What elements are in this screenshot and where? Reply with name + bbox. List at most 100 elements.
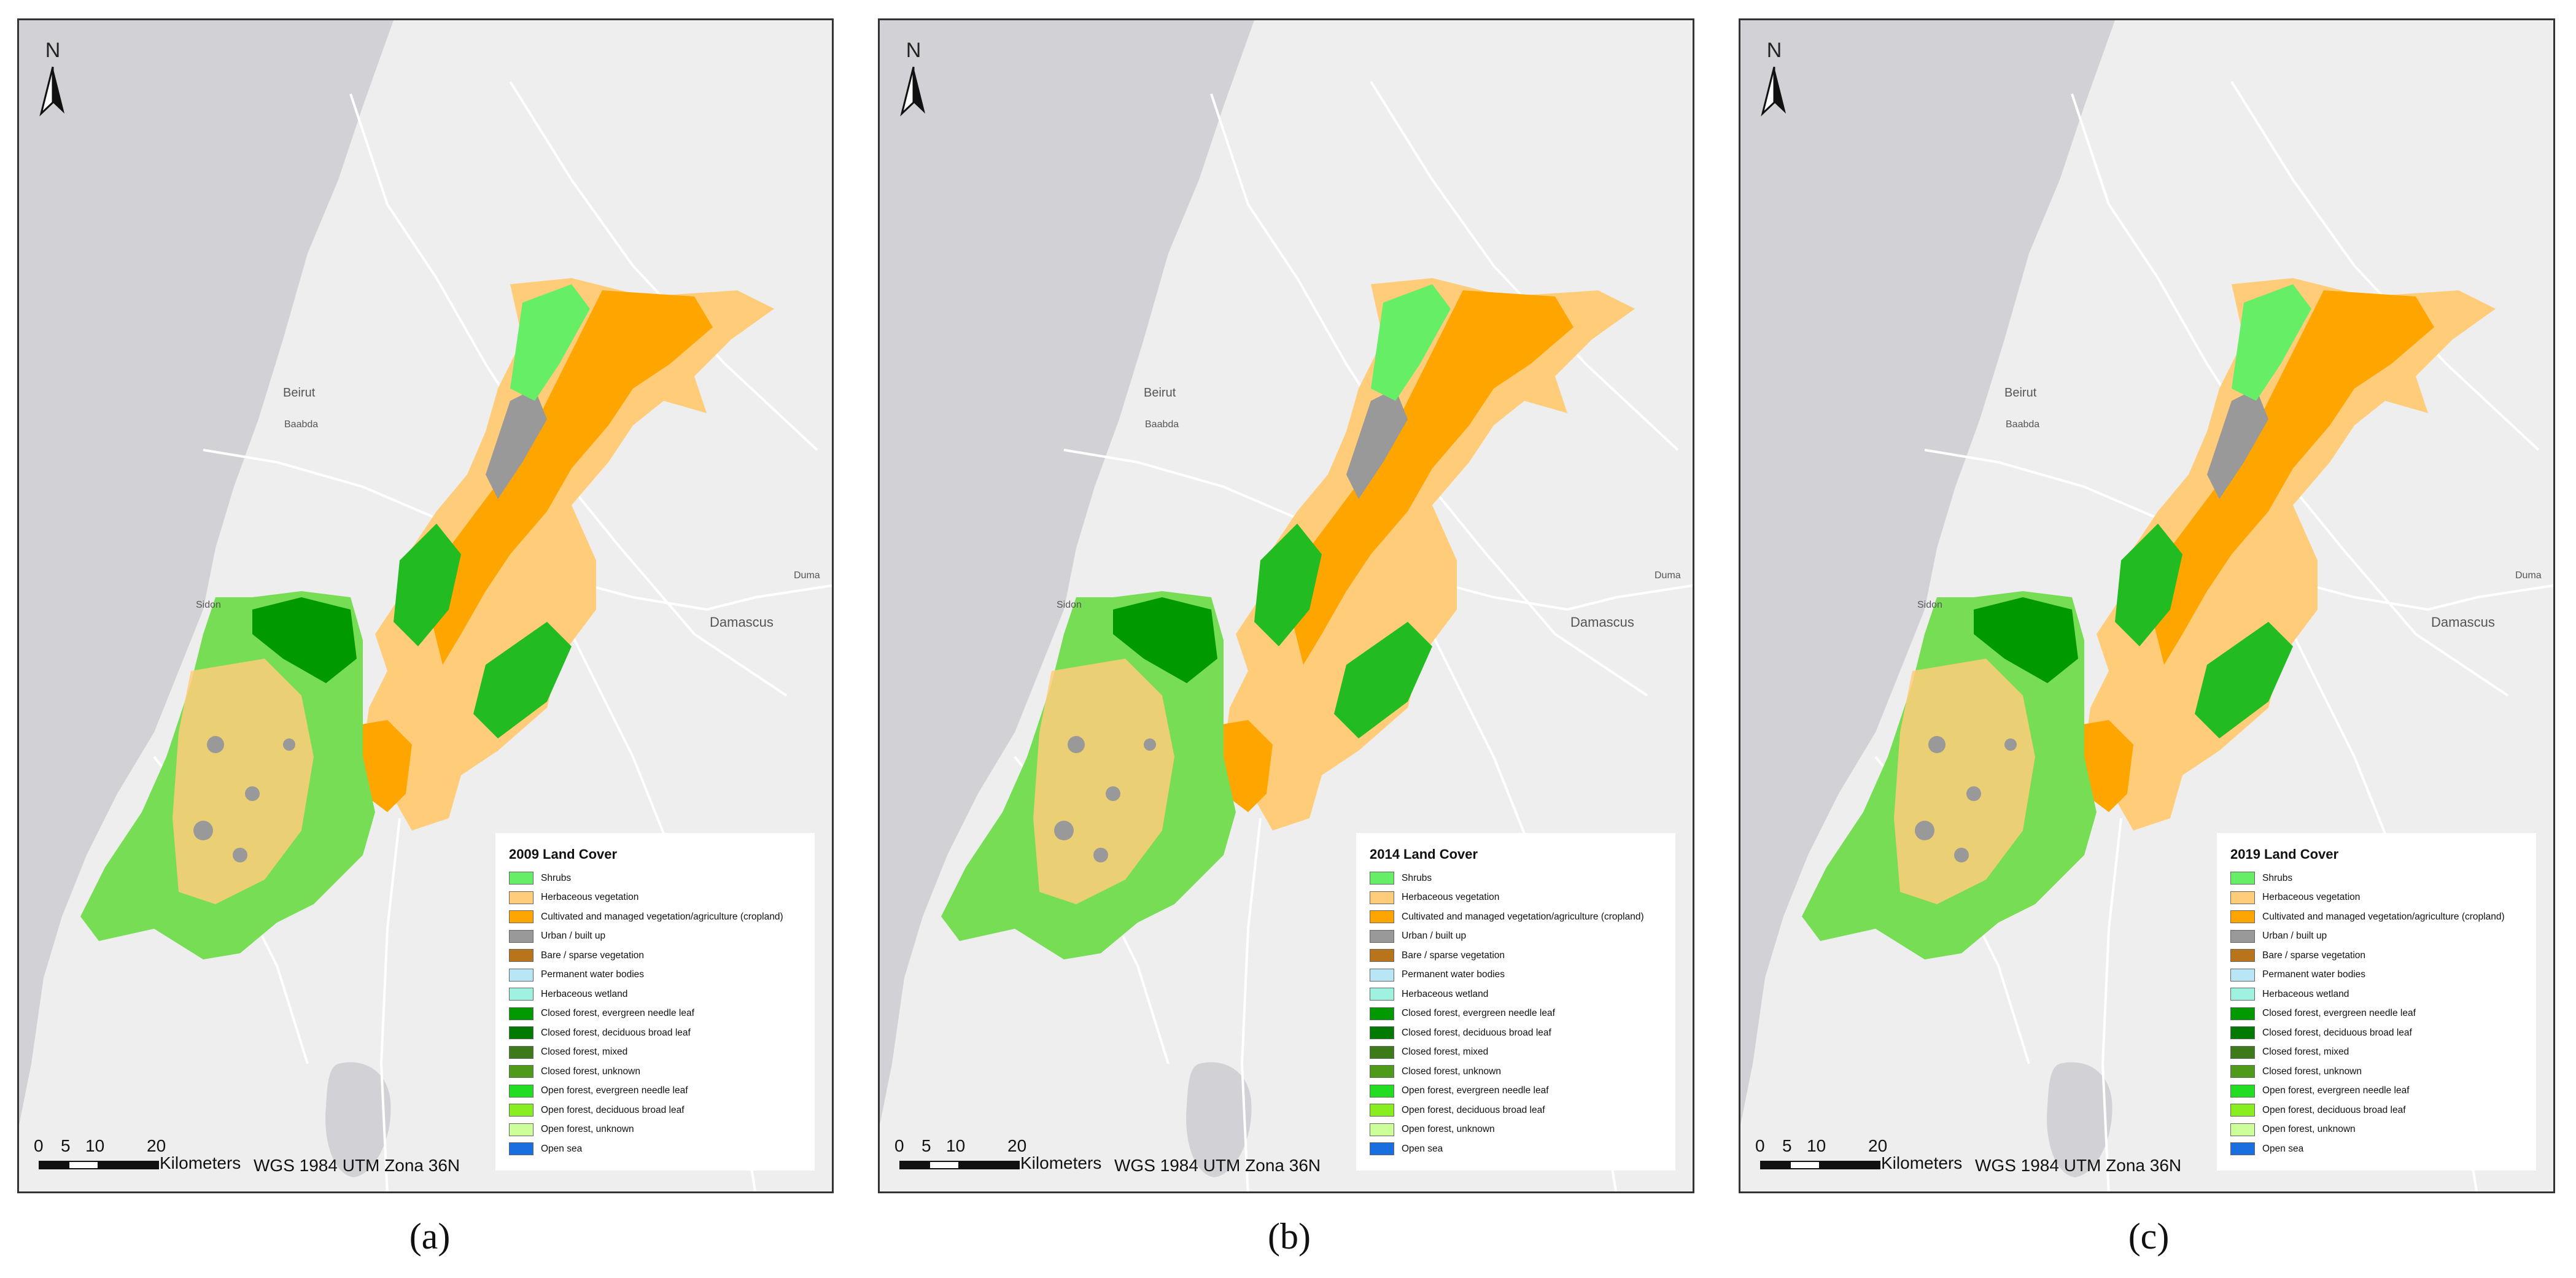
legend-swatch bbox=[1370, 1142, 1394, 1156]
legend-item: Cultivated and managed vegetation/agricu… bbox=[509, 907, 783, 927]
place-duma: Duma bbox=[1655, 570, 1681, 581]
legend-swatch bbox=[2230, 891, 2255, 904]
bekaa-forest-west bbox=[1254, 524, 1322, 646]
legend-swatch bbox=[2230, 1104, 2255, 1117]
legend-label: Closed forest, unknown bbox=[1402, 1066, 1501, 1077]
legend-list: Shrubs Herbaceous vegetation Cultivated an… bbox=[1370, 869, 1644, 1159]
legend-label: Herbaceous wetland bbox=[541, 988, 628, 999]
place-duma: Duma bbox=[2515, 570, 2542, 581]
legend-item: Open forest, deciduous broad leaf bbox=[509, 1101, 783, 1120]
legend-label: Open forest, deciduous broad leaf bbox=[2262, 1104, 2406, 1115]
legend-item: Open forest, unknown bbox=[2230, 1120, 2505, 1140]
legend-item: Shrubs bbox=[1370, 869, 1644, 888]
legend-swatch bbox=[509, 910, 533, 924]
legend-swatch bbox=[2230, 1007, 2255, 1020]
scale-bar: 0 5 10 20 Kilometers bbox=[894, 1136, 1165, 1185]
cropland-core bbox=[2146, 290, 2434, 665]
lake-galilee bbox=[2047, 1062, 2112, 1177]
scale-bar: 0 5 10 20 Kilometers bbox=[1755, 1136, 2025, 1185]
bekaa-shrubs-north bbox=[510, 284, 590, 401]
legend-label: Closed forest, evergreen needle leaf bbox=[2262, 1008, 2416, 1019]
scale-segment bbox=[98, 1161, 159, 1169]
legend-item: Open forest, unknown bbox=[509, 1120, 783, 1140]
south-forest bbox=[1974, 597, 2078, 683]
legend-swatch bbox=[509, 1142, 533, 1156]
legend-item: Open sea bbox=[509, 1139, 783, 1159]
legend-label: Herbaceous vegetation bbox=[2262, 892, 2361, 903]
legend-item: Closed forest, mixed bbox=[1370, 1043, 1644, 1063]
legend-item: Urban / built up bbox=[1370, 927, 1644, 947]
legend-swatch bbox=[509, 1123, 533, 1136]
legend-item: Closed forest, mixed bbox=[509, 1043, 783, 1063]
legend-label: Bare / sparse vegetation bbox=[541, 950, 645, 961]
land-cover-map bbox=[880, 20, 1693, 1191]
legend-label: Closed forest, evergreen needle leaf bbox=[541, 1008, 694, 1019]
scale-bar: 0 5 10 20 Kilometers bbox=[34, 1136, 304, 1185]
mediterranean-sea bbox=[1740, 20, 2115, 1125]
legend-swatch bbox=[2230, 1045, 2255, 1059]
scale-segment bbox=[899, 1161, 930, 1169]
projection-label: WGS 1984 UTM Zona 36N bbox=[1114, 1156, 1321, 1175]
legend-label: Cultivated and managed vegetation/agricu… bbox=[2262, 911, 2505, 922]
legend-label: Open forest, unknown bbox=[2262, 1124, 2356, 1135]
scale-tick: 20 bbox=[1007, 1136, 1027, 1155]
place-sidon: Sidon bbox=[196, 600, 221, 610]
legend-item: Shrubs bbox=[509, 869, 783, 888]
legend-swatch bbox=[509, 891, 533, 904]
legend-item: Open sea bbox=[1370, 1139, 1644, 1159]
map-panel-2: Beirut Baabda Damascus Duma Sidon N 2014… bbox=[878, 18, 1694, 1193]
legend-label: Open forest, unknown bbox=[1402, 1124, 1495, 1135]
legend-item: Open forest, evergreen needle leaf bbox=[1370, 1082, 1644, 1101]
scale-tick: 5 bbox=[61, 1136, 71, 1155]
scale-segment bbox=[1819, 1161, 1880, 1169]
scale-segment bbox=[1760, 1161, 1791, 1169]
legend-label: Herbaceous vegetation bbox=[1402, 892, 1500, 903]
legend-label: Open forest, evergreen needle leaf bbox=[2262, 1085, 2410, 1096]
scale-segment bbox=[39, 1161, 69, 1169]
legend-swatch bbox=[1370, 1026, 1394, 1040]
legend-swatch bbox=[509, 1084, 533, 1098]
legend-item: Bare / sparse vegetation bbox=[509, 946, 783, 966]
legend-label: Closed forest, mixed bbox=[2262, 1047, 2349, 1058]
legend: 2019 Land Cover Shrubs Herbaceous vegetat… bbox=[2217, 833, 2536, 1171]
legend-item: Closed forest, unknown bbox=[509, 1062, 783, 1082]
legend-swatch bbox=[1370, 1123, 1394, 1136]
urban-corridor bbox=[2207, 389, 2268, 499]
legend-label: Herbaceous wetland bbox=[2262, 988, 2349, 999]
legend-label: Urban / built up bbox=[2262, 931, 2327, 942]
map-panel-3: Beirut Baabda Damascus Duma Sidon N 2019… bbox=[1739, 18, 2555, 1193]
legend-list: Shrubs Herbaceous vegetation Cultivated an… bbox=[2230, 869, 2505, 1159]
legend-swatch bbox=[2230, 910, 2255, 924]
projection-label: WGS 1984 UTM Zona 36N bbox=[254, 1156, 460, 1175]
legend-label: Permanent water bodies bbox=[1402, 969, 1505, 980]
legend-label: Closed forest, unknown bbox=[2262, 1066, 2362, 1077]
legend-item: Herbaceous vegetation bbox=[1370, 888, 1644, 908]
legend-swatch bbox=[509, 872, 533, 885]
place-damascus: Damascus bbox=[710, 614, 774, 630]
scale-tick: 5 bbox=[921, 1136, 931, 1155]
legend-item: Herbaceous wetland bbox=[509, 985, 783, 1004]
legend-item: Open forest, evergreen needle leaf bbox=[509, 1082, 783, 1101]
north-arrow-icon bbox=[1761, 66, 1786, 117]
south-forest bbox=[252, 597, 357, 683]
south-herbaceous bbox=[173, 659, 314, 904]
legend-label: Urban / built up bbox=[1402, 931, 1467, 942]
panel-caption: (a) bbox=[409, 1216, 451, 1257]
legend-swatch bbox=[2230, 988, 2255, 1001]
legend-label: Open sea bbox=[1402, 1143, 1443, 1154]
legend-swatch bbox=[509, 1026, 533, 1040]
legend-item: Closed forest, evergreen needle leaf bbox=[2230, 1004, 2505, 1024]
legend-swatch bbox=[509, 968, 533, 982]
legend-label: Closed forest, mixed bbox=[541, 1047, 628, 1058]
legend-swatch bbox=[2230, 1065, 2255, 1079]
legend-label: Open forest, evergreen needle leaf bbox=[1402, 1085, 1549, 1096]
scale-segment bbox=[1790, 1161, 1820, 1169]
legend-item: Herbaceous wetland bbox=[1370, 985, 1644, 1004]
north-label: N bbox=[1766, 39, 1782, 62]
legend-label: Cultivated and managed vegetation/agricu… bbox=[1402, 911, 1644, 922]
legend-label: Shrubs bbox=[2262, 872, 2293, 883]
place-beirut: Beirut bbox=[1144, 386, 1176, 400]
panel-caption: (c) bbox=[2128, 1216, 2170, 1257]
legend-label: Permanent water bodies bbox=[2262, 969, 2366, 980]
legend-label: Urban / built up bbox=[541, 931, 606, 942]
